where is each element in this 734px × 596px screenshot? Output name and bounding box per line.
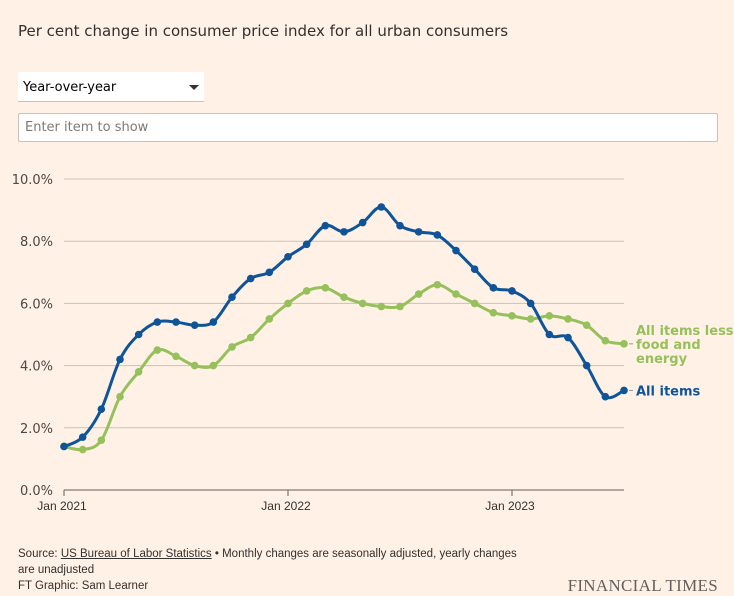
data-point <box>172 352 180 361</box>
y-tick-label: 2.0% <box>20 422 53 437</box>
data-point <box>526 315 535 323</box>
data-point <box>246 274 255 283</box>
data-point <box>340 228 348 236</box>
data-point <box>190 361 199 370</box>
line-chart: 0.0%2.0%4.0%6.0%8.0%10.0% Jan 2021 Jan 20… <box>12 173 734 513</box>
data-point <box>60 442 68 451</box>
series-label: All items <box>636 384 701 399</box>
data-point <box>470 265 479 273</box>
data-point <box>209 361 218 370</box>
data-point <box>414 290 423 298</box>
data-point <box>358 299 367 308</box>
data-point <box>78 433 87 441</box>
data-point <box>377 203 386 211</box>
source-prefix: Source: <box>18 548 61 560</box>
series-all-items <box>60 203 628 451</box>
data-point <box>97 436 106 445</box>
data-point <box>265 315 274 323</box>
graphic-credit: FT Graphic: Sam Learner <box>18 580 149 592</box>
data-point <box>116 392 124 401</box>
data-point <box>396 302 404 311</box>
data-point <box>172 318 180 326</box>
source-note-text: • Monthly changes are seasonally adjuste… <box>211 548 517 560</box>
data-point <box>396 221 404 230</box>
data-point <box>433 280 442 289</box>
data-point <box>190 321 199 329</box>
data-point <box>582 361 591 370</box>
x-axis: Jan 2021 Jan 2022 Jan 2023 <box>37 489 624 513</box>
series-label: All items less <box>636 324 734 339</box>
x-tick-label: Jan 2022 <box>261 499 311 513</box>
data-point <box>116 355 124 364</box>
y-tick-label: 4.0% <box>20 360 53 375</box>
data-point <box>545 330 554 339</box>
series-label: energy <box>636 352 688 367</box>
data-point <box>433 231 442 239</box>
data-point <box>153 346 162 354</box>
data-point <box>228 293 236 301</box>
period-select-value: Year-over-year <box>23 80 117 95</box>
ft-logo: FINANCIAL TIMES <box>567 576 718 595</box>
data-point <box>489 284 498 292</box>
data-point <box>302 240 311 249</box>
data-point <box>134 368 143 376</box>
data-point <box>246 333 255 342</box>
period-select[interactable]: Year-over-year <box>18 72 204 102</box>
series-line <box>63 205 625 448</box>
data-point <box>153 318 162 326</box>
series-label: food and <box>636 338 701 353</box>
data-point <box>620 386 628 395</box>
data-point <box>134 330 143 339</box>
data-point <box>452 290 460 298</box>
series-line <box>63 283 625 452</box>
data-point <box>526 299 535 308</box>
data-point <box>601 336 610 345</box>
data-point <box>564 333 572 342</box>
y-tick-label: 10.0% <box>12 173 53 188</box>
y-tick-label: 6.0% <box>20 297 53 312</box>
chevron-down-icon <box>189 85 199 90</box>
item-search-input[interactable] <box>18 113 718 142</box>
data-point <box>620 340 628 348</box>
data-point <box>545 312 554 320</box>
grid-lines <box>64 178 624 429</box>
data-point <box>302 287 311 295</box>
data-point <box>582 321 591 329</box>
data-point <box>508 287 516 295</box>
data-point <box>564 315 572 323</box>
y-tick-label: 0.0% <box>20 484 53 499</box>
source-note: Source: US Bureau of Labor Statistics • … <box>18 548 517 560</box>
data-point <box>377 302 386 311</box>
data-point <box>228 343 236 351</box>
x-tick-label: Jan 2023 <box>485 499 535 513</box>
y-tick-label: 8.0% <box>20 235 53 250</box>
source-link[interactable]: US Bureau of Labor Statistics <box>60 548 212 560</box>
data-point <box>452 246 460 255</box>
data-point <box>265 268 274 277</box>
y-axis: 0.0% 2.0% 4.0% 6.0% 8.0% 10.0% <box>12 173 53 499</box>
data-point <box>601 392 610 401</box>
source-note-line2: are unadjusted <box>18 564 95 576</box>
data-point <box>321 221 330 230</box>
series-group <box>60 203 628 454</box>
data-point <box>209 318 218 326</box>
data-point <box>340 293 348 301</box>
chart-title: Per cent change in consumer price index … <box>18 22 509 40</box>
data-point <box>358 218 367 227</box>
data-point <box>284 252 292 261</box>
data-point <box>321 284 330 292</box>
data-point <box>97 405 106 413</box>
data-point <box>489 308 498 317</box>
x-tick-label: Jan 2021 <box>37 499 87 513</box>
data-point <box>78 445 87 454</box>
data-point <box>470 299 479 308</box>
data-point <box>508 312 516 320</box>
data-point <box>284 299 292 308</box>
data-point <box>414 228 423 236</box>
